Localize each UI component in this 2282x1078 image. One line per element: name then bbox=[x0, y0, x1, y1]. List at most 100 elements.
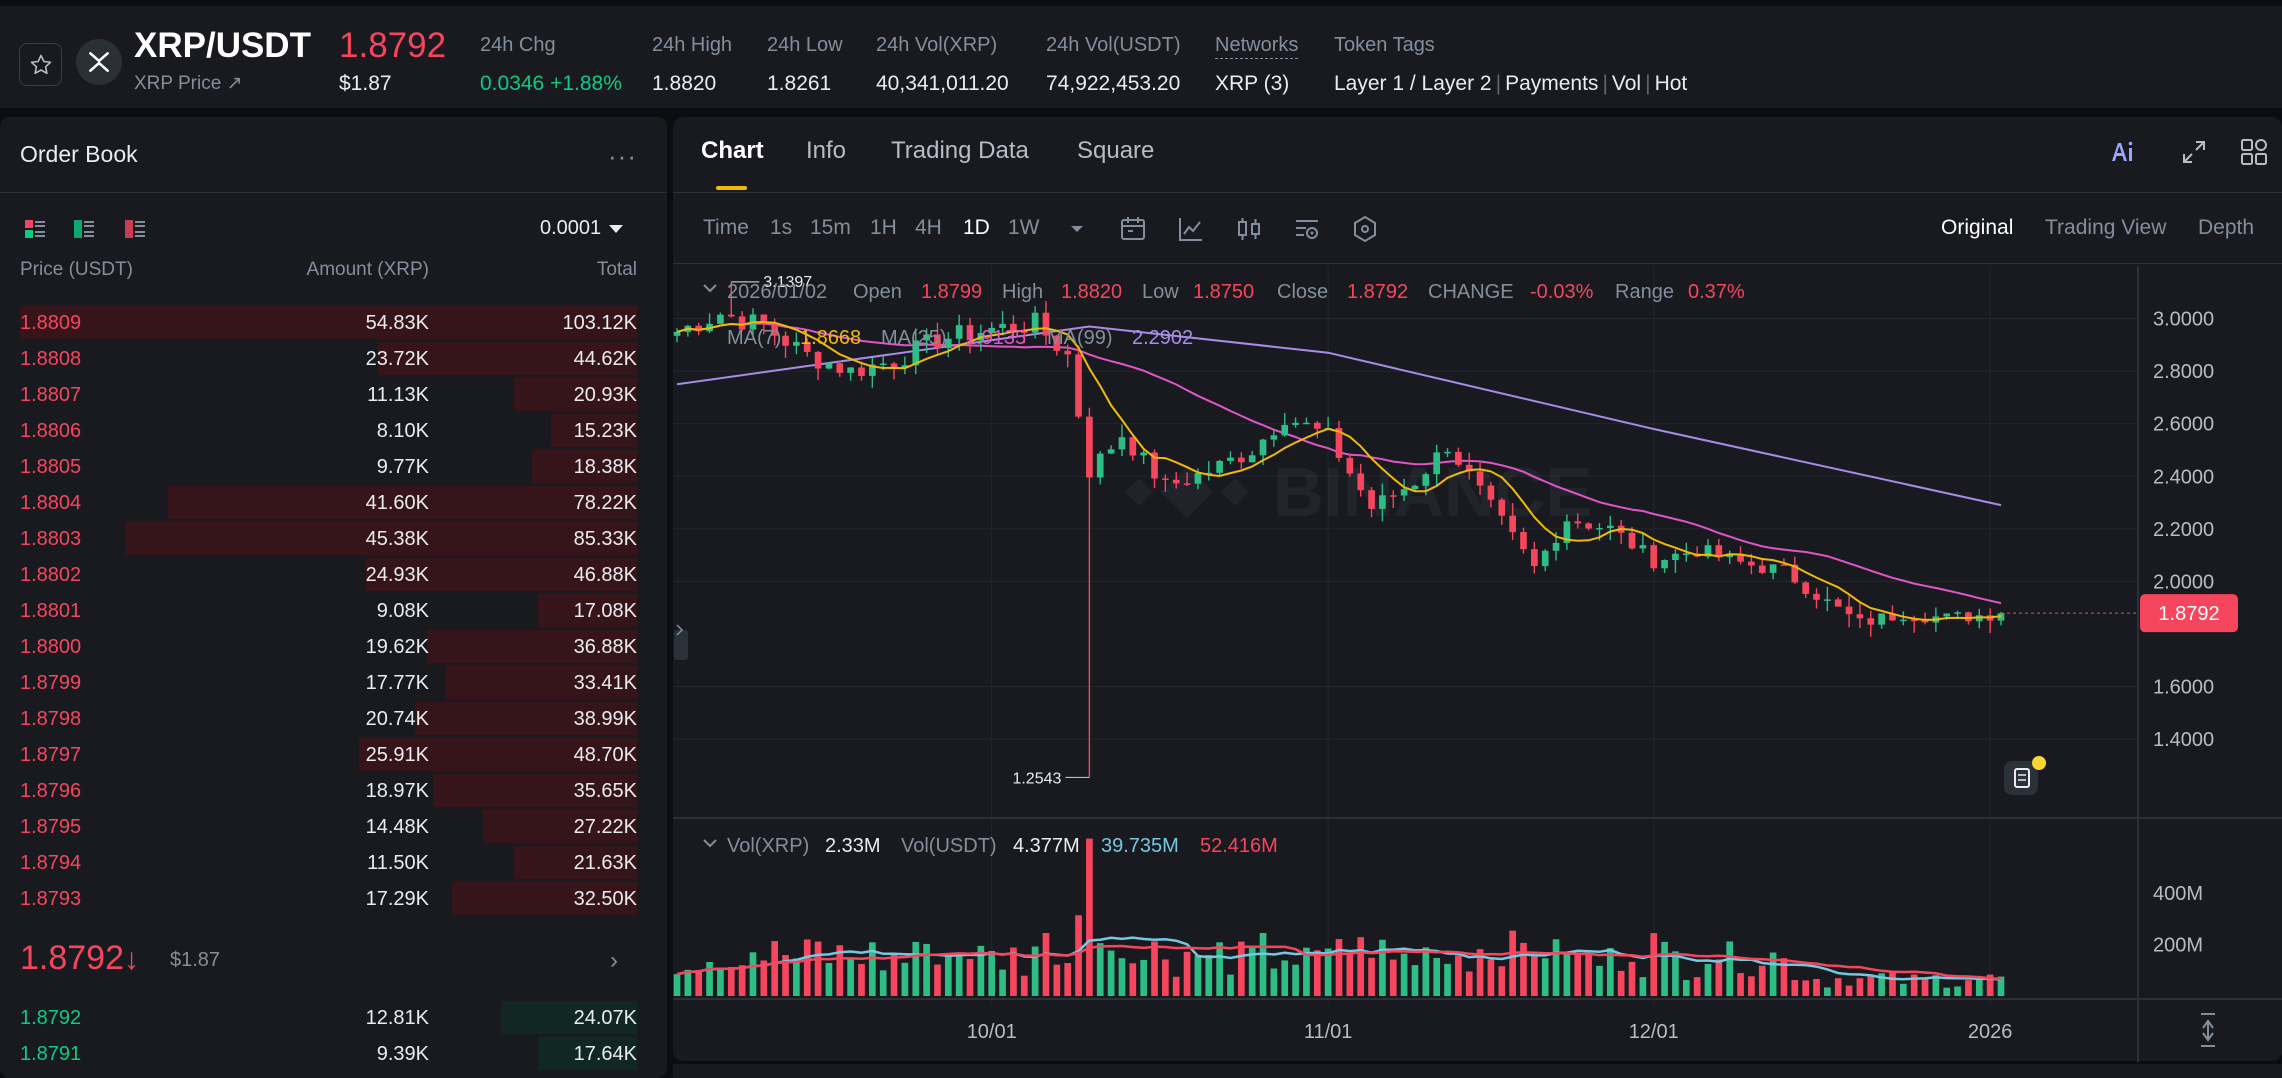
ask-amount: 18.97K bbox=[365, 780, 429, 802]
ask-row[interactable]: 1.8799 17.77K 33.41K bbox=[20, 666, 637, 699]
chevron-down-icon[interactable] bbox=[703, 839, 717, 848]
news-widget[interactable] bbox=[2004, 756, 2046, 795]
candle bbox=[1357, 463, 1365, 497]
order-book-title: Order Book bbox=[20, 141, 138, 167]
ask-row[interactable]: 1.8793 17.29K 32.50K bbox=[20, 882, 637, 915]
volume-bar bbox=[1824, 987, 1831, 996]
volume-bar bbox=[1943, 987, 1951, 996]
tab-chart[interactable]: Chart bbox=[701, 137, 764, 164]
stat-label: 24h High bbox=[652, 34, 733, 56]
volume-bar bbox=[890, 954, 898, 996]
ask-row[interactable]: 1.8797 25.91K 48.70K bbox=[20, 738, 637, 771]
chart-settings-icon[interactable] bbox=[1292, 214, 1322, 244]
book-mode-asks-icon[interactable] bbox=[124, 218, 146, 240]
ask-row[interactable]: 1.8806 8.10K 15.23K bbox=[20, 414, 637, 447]
ask-row[interactable]: 1.8807 11.13K 20.93K bbox=[20, 378, 637, 411]
ask-row[interactable]: 1.8808 23.72K 44.62K bbox=[20, 342, 637, 375]
pane-toggle-chevron-icon[interactable] bbox=[674, 630, 688, 660]
hexagon-settings-icon[interactable] bbox=[1350, 214, 1380, 244]
candle bbox=[1053, 334, 1061, 356]
tag-link[interactable]: Vol bbox=[1611, 72, 1642, 95]
view-original[interactable]: Original bbox=[1941, 216, 2014, 239]
pair-title: XRP/USDT bbox=[134, 26, 311, 65]
ask-row[interactable]: 1.8809 54.83K 103.12K bbox=[20, 306, 637, 339]
tag-link[interactable]: Payments bbox=[1505, 72, 1599, 95]
tick-size-select[interactable]: 0.0001 bbox=[540, 217, 624, 240]
ask-row[interactable]: 1.8800 19.62K 36.88K bbox=[20, 630, 637, 663]
chevron-down-icon[interactable] bbox=[703, 284, 717, 293]
indicators-icon[interactable] bbox=[1176, 214, 1206, 244]
xrp-logo-icon bbox=[89, 52, 109, 72]
candle bbox=[1531, 541, 1538, 574]
layout-grid-icon[interactable] bbox=[2239, 137, 2269, 167]
tag-link[interactable]: Hot bbox=[1654, 72, 1688, 95]
pane-resize-icon[interactable] bbox=[2201, 1013, 2215, 1047]
ma7-path bbox=[676, 321, 2002, 621]
fullscreen-icon[interactable] bbox=[2179, 137, 2209, 167]
candle bbox=[1802, 581, 1809, 598]
volume-bar bbox=[847, 958, 854, 996]
chevron-right-icon[interactable]: › bbox=[610, 947, 618, 974]
vol-xrp-value: 2.33M bbox=[825, 835, 881, 857]
ai-icon[interactable] bbox=[2107, 137, 2137, 167]
candle-type-icon[interactable] bbox=[1234, 214, 1264, 244]
ask-row[interactable]: 1.8802 24.93K 46.88K bbox=[20, 558, 637, 591]
candle bbox=[825, 362, 833, 370]
range-label: Range bbox=[1615, 281, 1674, 303]
candle bbox=[1813, 588, 1820, 609]
volume-bar bbox=[1259, 933, 1267, 996]
ask-row[interactable]: 1.8798 20.74K 38.99K bbox=[20, 702, 637, 735]
ask-amount: 54.83K bbox=[365, 312, 429, 334]
candle bbox=[1791, 556, 1799, 584]
candle bbox=[1107, 445, 1115, 454]
view-trading-view[interactable]: Trading View bbox=[2045, 216, 2167, 239]
tag-link[interactable]: Layer 1 / Layer 2 bbox=[1334, 72, 1492, 95]
view-depth[interactable]: Depth bbox=[2198, 216, 2255, 239]
tab-square[interactable]: Square bbox=[1077, 137, 1155, 164]
stat-networks[interactable]: Networks XRP (3) bbox=[1215, 34, 1299, 96]
ask-row[interactable]: 1.8795 14.48K 27.22K bbox=[20, 810, 637, 843]
ask-row[interactable]: 1.8804 41.60K 78.22K bbox=[20, 486, 637, 519]
ma99-value: 2.2902 bbox=[1132, 327, 1193, 349]
volume-bar bbox=[1715, 959, 1723, 996]
depth-bar bbox=[550, 414, 637, 447]
timeframe-15m[interactable]: 15m bbox=[810, 216, 851, 239]
timeframe-1w[interactable]: 1W bbox=[1008, 216, 1040, 239]
vol-ma-1-value: 39.735M bbox=[1101, 835, 1179, 857]
tab-trading-data[interactable]: Trading Data bbox=[891, 137, 1029, 164]
candle bbox=[988, 322, 996, 335]
ask-row[interactable]: 1.8794 11.50K 21.63K bbox=[20, 846, 637, 879]
ask-price: 1.8805 bbox=[20, 456, 82, 478]
candle bbox=[1758, 559, 1766, 575]
timeframe-1h[interactable]: 1H bbox=[870, 216, 897, 239]
tab-info[interactable]: Info bbox=[806, 137, 847, 164]
price-chart[interactable]: BINANCE 3.0000 2.8000 2.6000 2.4000 2.2000 2.… bbox=[673, 266, 2282, 1062]
volume-bar bbox=[738, 965, 746, 996]
y-tick-label: 2.4000 bbox=[2153, 466, 2214, 488]
favorite-button[interactable] bbox=[19, 43, 62, 86]
bid-row[interactable]: 1.8791 9.39K 17.64K bbox=[20, 1037, 637, 1070]
col-price-header: Price (USDT) bbox=[20, 259, 133, 280]
ask-row[interactable]: 1.8803 45.38K 85.33K bbox=[20, 522, 637, 555]
more-options-button[interactable]: ··· bbox=[608, 141, 637, 171]
bid-row[interactable]: 1.8792 12.81K 24.07K bbox=[20, 1001, 637, 1034]
ask-row[interactable]: 1.8801 9.08K 17.08K bbox=[20, 594, 637, 627]
book-mode-bids-icon[interactable] bbox=[73, 218, 95, 240]
ask-price: 1.8806 bbox=[20, 420, 82, 442]
xrp-logo bbox=[76, 39, 122, 85]
last-price: 1.8792 bbox=[339, 26, 447, 65]
calendar-icon[interactable] bbox=[1118, 214, 1148, 244]
networks-label[interactable]: Networks bbox=[1215, 34, 1299, 59]
book-mode-both-icon[interactable] bbox=[24, 218, 46, 240]
ask-row[interactable]: 1.8796 18.97K 35.65K bbox=[20, 774, 637, 807]
ask-row[interactable]: 1.8805 9.77K 18.38K bbox=[20, 450, 637, 483]
timeframe-time[interactable]: Time bbox=[703, 216, 749, 239]
y-tick-label: 2.8000 bbox=[2153, 361, 2214, 383]
price-link[interactable]: XRP Price ↗ bbox=[134, 73, 243, 94]
y-tick-label: 3.0000 bbox=[2153, 309, 2214, 331]
chart-panel: Chart Info Trading Data Square Time 1s 1… bbox=[673, 117, 2282, 1061]
timeframe-1d[interactable]: 1D bbox=[963, 216, 990, 239]
timeframe-1s[interactable]: 1s bbox=[770, 216, 793, 239]
timeframe-4h[interactable]: 4H bbox=[915, 216, 942, 239]
more-timeframes-chevron-icon[interactable] bbox=[1062, 214, 1092, 244]
